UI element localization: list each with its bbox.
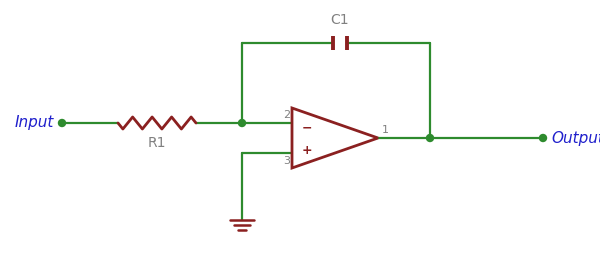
Circle shape [539, 134, 547, 141]
Text: 1: 1 [382, 125, 389, 135]
Text: 2: 2 [283, 110, 290, 120]
Text: +: + [302, 144, 313, 157]
Text: C1: C1 [331, 13, 349, 27]
Text: R1: R1 [148, 136, 166, 150]
Text: 3: 3 [283, 156, 290, 166]
Circle shape [59, 120, 65, 127]
Text: −: − [302, 122, 313, 134]
Circle shape [239, 120, 245, 127]
Text: Output: Output [551, 130, 600, 145]
Circle shape [427, 134, 433, 141]
Text: Input: Input [14, 116, 54, 130]
